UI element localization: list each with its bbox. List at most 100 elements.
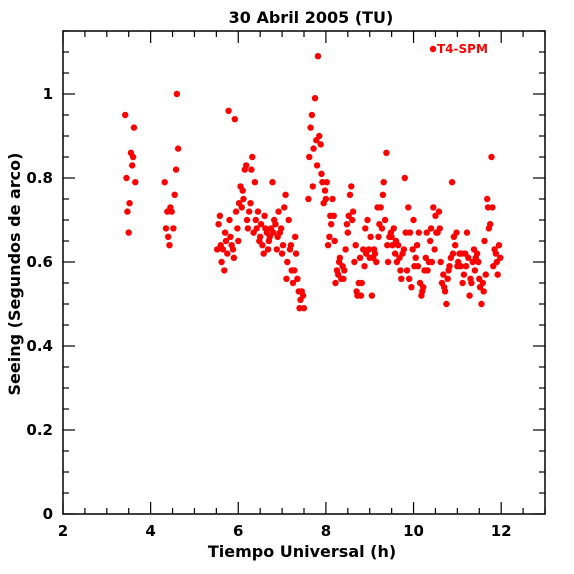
data-point: [427, 225, 435, 232]
data-point: [287, 242, 295, 249]
data-point: [124, 208, 131, 215]
data-point: [446, 263, 453, 270]
y-tick-label: 1: [43, 85, 53, 103]
data-point: [336, 254, 344, 261]
data-point: [368, 292, 376, 299]
data-point: [375, 233, 382, 240]
data-point: [395, 242, 402, 249]
data-point: [397, 267, 404, 274]
data-point: [123, 174, 130, 182]
data-point: [307, 124, 314, 131]
data-point: [406, 275, 413, 282]
data-point: [373, 258, 380, 266]
data-point: [449, 250, 457, 257]
data-point: [480, 288, 487, 295]
data-point: [226, 216, 233, 224]
data-point: [299, 292, 307, 299]
data-point: [321, 187, 329, 194]
data-point: [481, 237, 488, 245]
data-point: [420, 284, 427, 291]
data-point: [415, 229, 422, 236]
data-point: [322, 195, 330, 203]
data-point: [408, 284, 415, 291]
data-point: [473, 250, 481, 257]
data-point: [490, 263, 497, 270]
data-point: [441, 288, 449, 295]
data-point: [219, 246, 227, 253]
data-point: [391, 250, 399, 257]
data-point: [284, 258, 291, 266]
data-point: [168, 208, 175, 215]
data-point: [309, 183, 316, 190]
data-point: [343, 221, 351, 228]
data-point: [215, 221, 222, 228]
legend-marker: [429, 45, 437, 53]
data-point: [406, 229, 414, 236]
legend-entry: T4-SPM: [437, 42, 488, 56]
data-point: [364, 216, 371, 224]
data-point: [413, 242, 421, 249]
data-point: [489, 204, 496, 211]
data-point: [362, 225, 369, 232]
data-point: [319, 179, 326, 186]
data-point: [218, 258, 225, 266]
data-point: [484, 195, 491, 203]
x-tick-label: 12: [491, 522, 512, 540]
data-point: [305, 195, 312, 203]
data-point: [260, 250, 267, 257]
data-point: [332, 279, 339, 287]
data-point: [345, 212, 352, 219]
data-point: [283, 275, 290, 282]
data-point: [365, 246, 373, 253]
data-point: [216, 212, 224, 219]
data-point: [132, 179, 139, 186]
data-point: [384, 242, 391, 249]
data-point: [308, 111, 316, 119]
data-point: [348, 183, 355, 190]
data-point: [484, 204, 492, 211]
data-point: [367, 233, 374, 240]
data-point: [278, 250, 286, 257]
data-point: [166, 242, 173, 249]
data-point: [384, 258, 392, 266]
data-point: [221, 267, 228, 274]
data-point: [487, 221, 494, 228]
data-point: [172, 166, 180, 173]
data-point: [468, 279, 475, 287]
data-point: [462, 263, 470, 270]
data-point: [313, 162, 321, 169]
data-point: [171, 191, 178, 198]
data-point: [412, 254, 419, 261]
data-point: [437, 258, 444, 266]
data-point: [424, 267, 431, 274]
y-tick-label: 0: [43, 505, 53, 523]
data-point: [459, 279, 466, 287]
data-point: [230, 254, 238, 261]
data-point: [234, 225, 241, 232]
data-point: [403, 267, 411, 274]
chart-title: 30 Abril 2005 (TU): [229, 8, 394, 27]
y-axis-label: Seeing (Segundos de arco): [5, 153, 24, 396]
data-point: [436, 225, 443, 232]
data-point: [311, 95, 319, 102]
data-point: [249, 153, 256, 161]
data-point: [170, 225, 177, 232]
data-point: [389, 242, 396, 249]
data-point: [244, 225, 252, 232]
data-point: [388, 233, 395, 240]
data-point: [479, 279, 486, 287]
x-tick-label: 6: [233, 522, 243, 540]
data-point: [400, 246, 408, 253]
data-point: [341, 267, 348, 274]
data-point: [463, 229, 471, 236]
data-point: [476, 275, 483, 282]
data-point: [410, 216, 417, 224]
data-point: [414, 263, 422, 270]
data-point: [351, 258, 358, 266]
data-point: [361, 263, 368, 270]
data-point: [314, 53, 322, 60]
data-point: [444, 275, 451, 282]
data-point: [344, 229, 351, 236]
data-point: [246, 208, 253, 215]
